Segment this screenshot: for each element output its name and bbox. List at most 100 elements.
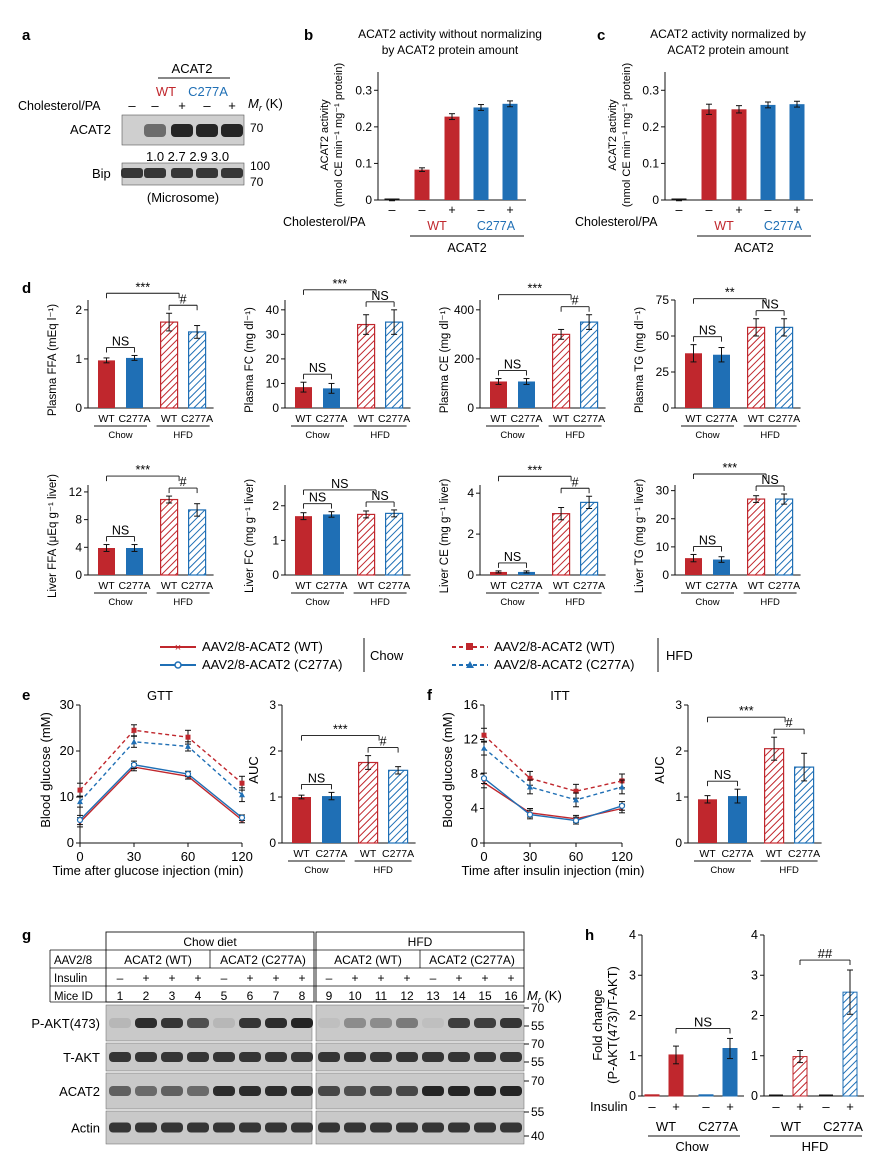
panel-g-band-p-akt xyxy=(213,1018,235,1028)
panel-g-insulin-sign: – xyxy=(221,971,228,985)
h-chow-ytick-label: 3 xyxy=(629,968,636,982)
panel-g-insulin-sign: + xyxy=(194,971,201,985)
panel-g-insulin-sign: + xyxy=(403,971,410,985)
panel-b-title-2: by ACAT2 protein amount xyxy=(382,43,519,57)
panel-g-band-p-akt xyxy=(187,1018,209,1028)
panel-g-band-p-akt xyxy=(370,1018,392,1028)
legend-chow-wt-marker: × xyxy=(175,642,181,654)
panel-g-mouse-id: 5 xyxy=(221,989,228,1003)
bar-b-2 xyxy=(444,116,460,200)
d6-ytick-label: 0 xyxy=(272,568,279,582)
panel-c-sign: + xyxy=(735,203,742,217)
d7-xlabel-3: C277A xyxy=(573,580,605,592)
d8-sig-hfd-label: NS xyxy=(761,473,778,487)
panel-f: ITT Blood glucose (mM) 048121603060120××… xyxy=(440,688,822,878)
f-auc-ytick-label: 1 xyxy=(675,790,682,804)
h-chow-ytick-label: 2 xyxy=(629,1009,636,1023)
panel-g-band-acat2 xyxy=(422,1086,444,1096)
panel-g-insulin-sign: + xyxy=(142,971,149,985)
d6-bar-3 xyxy=(385,512,404,576)
panel-g-band-actin xyxy=(422,1122,444,1133)
d4-group-hfd: HFD xyxy=(760,430,780,441)
d8-xlabel-3: C277A xyxy=(768,580,800,592)
f-auc-xlabel-0: WT xyxy=(699,848,716,860)
panel-a-bip-band xyxy=(121,168,143,178)
d5-ytick-label: 8 xyxy=(75,513,82,527)
d2-xlabel-3: C277A xyxy=(378,413,410,425)
h-chow-ytick-label: 4 xyxy=(629,928,636,942)
panel-b: ACAT2 activity without normalizing by AC… xyxy=(283,27,542,255)
plot-e-GTT-ytick-label: 30 xyxy=(60,697,74,712)
panel-g-band-t-akt xyxy=(344,1052,366,1062)
panel-g-mouse-id: 3 xyxy=(169,989,176,1003)
d6-ytick-label: 2 xyxy=(272,499,279,513)
plot-e-GTT-series-3 xyxy=(79,741,243,803)
panel-g-insulin-sign: + xyxy=(298,971,305,985)
d6-ytick-label: 1 xyxy=(272,533,279,547)
d8-group-chow: Chow xyxy=(695,597,719,608)
d1-group-chow: Chow xyxy=(108,430,132,441)
d4-sig-main-label: ** xyxy=(725,286,735,300)
h-chow-sig-label: NS xyxy=(694,1014,712,1029)
panel-h-chow: Chow xyxy=(675,1139,709,1154)
panel-letter-g: g xyxy=(22,927,31,944)
plot-e-GTT-ytick-label: 20 xyxy=(60,743,74,758)
d2-sig-hfd-label: NS xyxy=(371,289,388,303)
panel-f-ylabel: Blood glucose (mM) xyxy=(440,712,455,828)
panel-g-chow-diet: Chow diet xyxy=(183,935,237,949)
d8-ytick-label: 0 xyxy=(662,568,669,582)
d4-bar-0 xyxy=(685,353,702,408)
panel-a-mw-70: 70 xyxy=(250,121,264,135)
panel-g-band-p-akt xyxy=(291,1018,313,1028)
d8-bar-3 xyxy=(774,498,794,576)
d3-xlabel-1: C277A xyxy=(510,413,542,425)
d7-sig-hfd-label: # xyxy=(572,475,579,489)
d2-bar-0 xyxy=(295,387,312,408)
e-auc-xlabel-0: WT xyxy=(293,848,310,860)
plot-c-ytick-label: 0 xyxy=(652,193,659,207)
d3-ytick-label: 400 xyxy=(454,303,474,317)
panel-g-mouse-id: 10 xyxy=(348,989,362,1003)
panel-g-band-actin xyxy=(265,1122,287,1133)
f-auc-sig-chow-label: NS xyxy=(714,768,731,782)
panel-f-auc-label: AUC xyxy=(652,756,667,783)
e-auc-xlabel-2: WT xyxy=(360,848,377,860)
panel-g-band-actin xyxy=(109,1122,131,1133)
panel-g-band-t-akt xyxy=(161,1052,183,1062)
d5-xlabel-1: C277A xyxy=(118,580,150,592)
panel-g-mw: 40 xyxy=(531,1129,545,1143)
d8-ytick-label: 10 xyxy=(656,540,670,554)
panel-g-band-p-akt xyxy=(500,1018,522,1028)
h-hfd-ytick-label: 3 xyxy=(751,968,758,982)
panel-g-band-t-akt xyxy=(448,1052,470,1062)
d4-xlabel-1: C277A xyxy=(705,413,737,425)
panel-g-band-actin xyxy=(370,1122,392,1133)
d4-sig-hfd-label: NS xyxy=(761,298,778,312)
plot-f-ITT-ytick-label: 16 xyxy=(464,697,478,712)
d1-ytick-label: 2 xyxy=(75,303,82,317)
panel-h-sign: + xyxy=(726,1099,734,1114)
plot-f-ITT-series-3 xyxy=(483,747,623,801)
panel-g-aav: AAV2/8 xyxy=(54,955,92,967)
panel-g-mw: 70 xyxy=(531,1037,545,1051)
panel-g-band-t-akt xyxy=(187,1052,209,1062)
d7-group-hfd: HFD xyxy=(565,597,585,608)
e-auc-sig-main-label: *** xyxy=(333,723,348,737)
panel-e-auc-label: AUC xyxy=(246,756,261,783)
d5-ytick-label: 0 xyxy=(75,568,82,582)
plot-f-ITT-ytick-label: 12 xyxy=(464,732,478,747)
panel-g-band-t-akt xyxy=(318,1052,340,1062)
d7-ytick-label: 2 xyxy=(467,527,474,541)
panel-g-blot-label-p-akt: P-AKT(473) xyxy=(31,1016,100,1031)
panel-g-insulin-sign: – xyxy=(326,971,333,985)
panel-c-row-label: Cholesterol/PA xyxy=(575,215,658,229)
panel-g-band-acat2 xyxy=(161,1086,183,1096)
d7-xlabel-0: WT xyxy=(490,580,507,592)
h-hfd-ytick-label: 1 xyxy=(751,1049,758,1063)
d1-group-hfd: HFD xyxy=(173,430,193,441)
panel-g-acat2-wt-chow: ACAT2 (WT) xyxy=(124,953,192,967)
panel-c: ACAT2 activity normalized by ACAT2 prote… xyxy=(575,27,813,255)
h-chow-ytick-label: 1 xyxy=(629,1049,636,1063)
panel-g-band-p-akt xyxy=(422,1018,444,1028)
